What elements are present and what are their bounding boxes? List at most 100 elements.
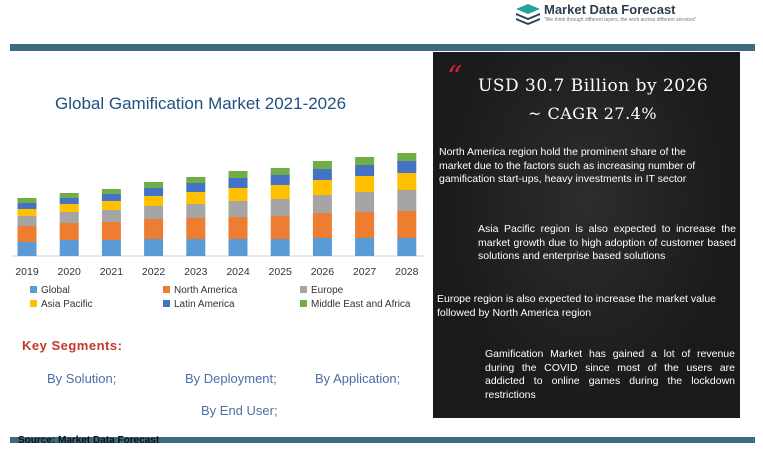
bar-segment-2022-north-america [144, 219, 164, 239]
bar-segment-2021-north-america [101, 222, 121, 240]
bar-segment-2022-asia-pacific [144, 196, 164, 206]
bar-segment-2027-north-america [355, 212, 375, 238]
bar-segment-2028-global [397, 238, 417, 256]
bar-segment-2023-middle-east-and-africa [186, 177, 206, 183]
bar-segment-2024-latin-america [228, 178, 248, 188]
bar-segment-2021-middle-east-and-africa [101, 189, 121, 194]
legend-swatch [300, 286, 307, 293]
bar-segment-2021-asia-pacific [101, 201, 121, 210]
bar-segment-2020-global [59, 240, 79, 256]
bar-segment-2019-asia-pacific [17, 209, 37, 216]
bar-segment-2024-global [228, 239, 248, 256]
bar-segment-2019-north-america [17, 226, 37, 242]
legend-label: Asia Pacific [41, 299, 93, 310]
bar-segment-2027-global [355, 238, 375, 256]
segment-by-solution: By Solution; [47, 371, 117, 386]
bar-segment-2022-europe [144, 206, 164, 219]
panel-background-shade [433, 52, 740, 418]
bar-segment-2024-asia-pacific [228, 188, 248, 201]
bar-segment-2027-latin-america [355, 165, 375, 176]
bar-segment-2026-europe [312, 195, 332, 213]
bar-segment-2026-middle-east-and-africa [312, 161, 332, 169]
legend-label: North America [174, 285, 238, 296]
market-size-headline: USD 30.7 Billion by 2026 [478, 76, 709, 96]
bar-segment-2024-north-america [228, 217, 248, 239]
brand-logo: Market Data Forecast "We think through d… [512, 0, 702, 28]
key-segments-title: Key Segments: [22, 338, 123, 353]
bar-segment-2024-middle-east-and-africa [228, 171, 248, 178]
bar-segment-2028-middle-east-and-africa [397, 153, 417, 161]
bar-segment-2020-asia-pacific [59, 204, 79, 212]
north-america-insight: North America region hold the prominent … [439, 146, 696, 185]
x-tick-label-2024: 2024 [226, 266, 250, 278]
bar-segment-2023-asia-pacific [186, 192, 206, 204]
segment-by-end-user: By End User; [201, 403, 278, 418]
x-tick-label-2027: 2027 [353, 266, 377, 278]
bar-segment-2026-asia-pacific [312, 180, 332, 195]
source-note: Source: Market Data Forecast [18, 435, 160, 446]
bar-segment-2028-asia-pacific [397, 173, 417, 190]
bar-segment-2024-europe [228, 201, 248, 217]
bar-segment-2022-latin-america [144, 188, 164, 196]
bar-segment-2026-global [312, 238, 332, 256]
chart-title-reflection [40, 118, 355, 128]
x-tick-label-2021: 2021 [100, 266, 124, 278]
legend-swatch [300, 300, 307, 307]
x-tick-label-2019: 2019 [15, 266, 39, 278]
bar-segment-2026-latin-america [312, 169, 332, 180]
bar-segment-2021-global [101, 240, 121, 256]
legend-item-europe: Europe [300, 285, 343, 296]
stacked-bar-chart: 2019 2020 2021 2022 2023 2024 2025 2026 2027 2028 [12, 153, 424, 278]
bar-segment-2025-global [270, 239, 290, 256]
highlights-panel: “ USD 30.7 Billion by 2026 ~ CAGR 27.4% … [433, 52, 740, 418]
bar-segment-2025-asia-pacific [270, 185, 290, 199]
legend-label: Latin America [174, 299, 235, 310]
bar-segment-2020-north-america [59, 223, 79, 240]
bar-segment-2023-europe [186, 204, 206, 218]
legend-label: Middle East and Africa [311, 299, 411, 310]
bar-segment-2019-middle-east-and-africa [17, 198, 37, 203]
x-tick-label-2025: 2025 [269, 266, 293, 278]
legend-item-global: Global [30, 285, 70, 296]
bar-segment-2020-latin-america [59, 198, 79, 204]
legend-label: Europe [311, 285, 344, 296]
legend-item-north-america: North America [163, 285, 237, 296]
bar-segment-2027-middle-east-and-africa [355, 157, 375, 165]
chart-legend: Global North America Europe Asia Pacific Lat… [30, 285, 430, 313]
cagr-headline: ~ CAGR 27.4% [528, 104, 658, 123]
x-tick-label-2020: 2020 [58, 266, 82, 278]
bar-segment-2020-europe [59, 212, 79, 223]
bar-segment-2028-latin-america [397, 161, 417, 173]
legend-label: Global [41, 285, 70, 296]
legend-swatch [30, 286, 37, 293]
bar-segment-2021-europe [101, 210, 121, 222]
bar-segment-2019-global [17, 242, 37, 256]
bar-segment-2028-europe [397, 190, 417, 211]
x-tick-label-2023: 2023 [184, 266, 208, 278]
legend-swatch [163, 300, 170, 307]
bar-segment-2021-latin-america [101, 194, 121, 201]
covid-insight: Gamification Market has gained a lot of … [485, 348, 735, 401]
asia-pacific-insight: Asia Pacific region is also expected to … [478, 223, 736, 262]
bar-segment-2026-north-america [312, 213, 332, 238]
brand-tagline: "We think through different layers, the … [544, 17, 697, 23]
europe-insight: Europe region is also expected to increa… [437, 293, 716, 319]
bar-segment-2027-asia-pacific [355, 176, 375, 192]
legend-item-asia-pacific: Asia Pacific [30, 299, 93, 310]
segment-by-deployment: By Deployment; [185, 371, 277, 386]
legend-swatch [30, 300, 37, 307]
brand-name: Market Data Forecast [544, 2, 676, 17]
bar-segment-2025-latin-america [270, 175, 290, 185]
x-tick-label-2028: 2028 [395, 266, 419, 278]
segment-by-application: By Application; [315, 371, 401, 386]
bar-segment-2022-global [144, 239, 164, 256]
bar-segment-2027-europe [355, 192, 375, 212]
bar-segment-2020-middle-east-and-africa [59, 193, 79, 198]
bar-segment-2019-europe [17, 216, 37, 226]
legend-item-latin-america: Latin America [163, 299, 235, 310]
bottom-divider-bar [10, 437, 755, 443]
stacked-layers-icon [516, 4, 540, 25]
bar-segment-2023-north-america [186, 218, 206, 239]
chart-title: Global Gamification Market 2021-2026 [55, 94, 347, 113]
bar-segment-2025-north-america [270, 216, 290, 239]
